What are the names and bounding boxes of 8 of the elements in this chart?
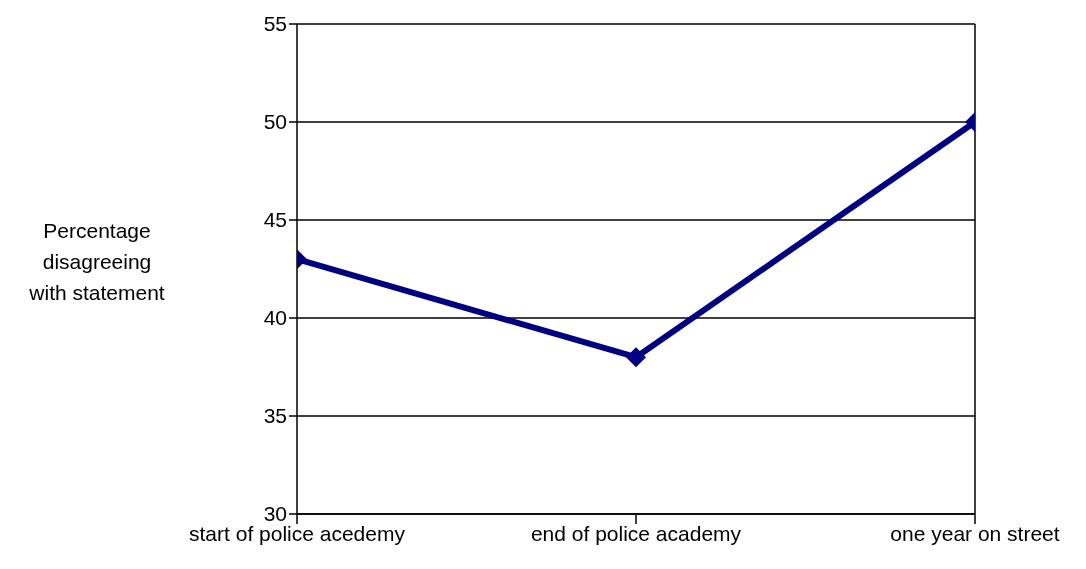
y-tick-label: 50 (263, 110, 287, 134)
y-axis-title: Percentage disagreeing with statement (28, 219, 165, 304)
y-tick-label: 55 (263, 12, 287, 36)
y-tick-label: 40 (263, 306, 287, 330)
y-tick-label: 35 (263, 404, 287, 428)
x-tick-label: one year on street (890, 521, 1060, 545)
x-tick-label: end of police academy (530, 521, 742, 545)
y-tick-label: 45 (263, 208, 287, 232)
